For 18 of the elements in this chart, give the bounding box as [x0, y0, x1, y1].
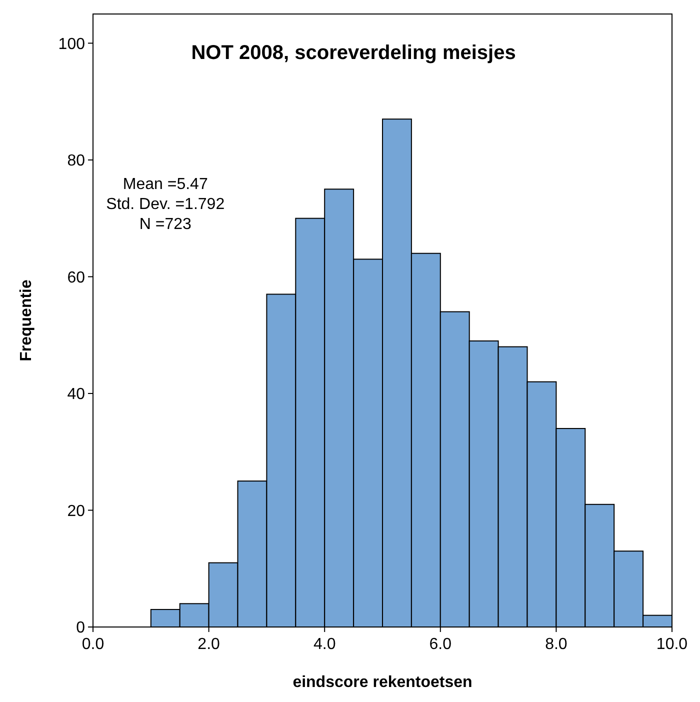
y-tick-label: 0 [76, 620, 86, 637]
y-tick-label: 60 [67, 269, 86, 286]
x-tick-label: 6.0 [429, 636, 452, 653]
y-axis-title: Frequentie [18, 280, 35, 362]
y-tick-label: 80 [67, 152, 86, 170]
y-tick-label: 20 [67, 502, 86, 520]
x-tick-label: 8.0 [545, 636, 568, 653]
x-tick-label: 2.0 [198, 636, 220, 653]
x-tick-label: 0.0 [82, 636, 104, 653]
text: NOT 2008, scoreverdeling meisjes [191, 42, 516, 64]
x-tick-label: 4.0 [313, 636, 336, 653]
x-tick-label: 10.0 [656, 636, 688, 653]
y-tick-label: 100 [58, 36, 86, 53]
x-axis-title: eindscore rekentoetsen [292, 674, 472, 691]
annotation: Std. Dev. =1.792 [106, 196, 225, 213]
y-tick-label: 40 [67, 386, 86, 404]
annotation: N =723 [139, 216, 192, 233]
annotation: Mean =5.47 [122, 176, 208, 193]
